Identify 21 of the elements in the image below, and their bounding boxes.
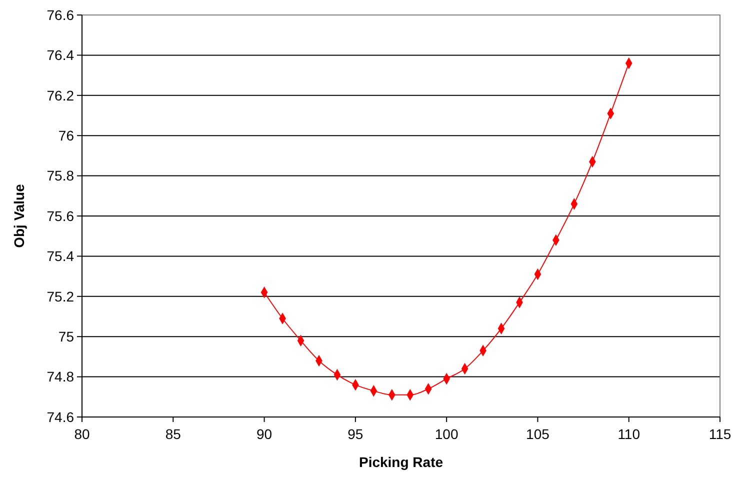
y-tick-label: 76.6 xyxy=(46,6,74,23)
x-tick-label: 90 xyxy=(256,426,272,442)
y-tick-label: 75.4 xyxy=(46,248,74,264)
x-tick-label: 110 xyxy=(618,426,640,442)
x-tick-label: 100 xyxy=(434,426,458,442)
x-tick-label: 95 xyxy=(348,426,364,442)
y-tick-label: 75 xyxy=(58,328,74,344)
x-tick-label: 80 xyxy=(74,426,90,442)
x-tick-label: 105 xyxy=(526,426,550,442)
y-tick-label: 75.8 xyxy=(46,168,74,184)
x-axis-title: Picking Rate xyxy=(358,454,444,470)
y-tick-label: 76.4 xyxy=(46,47,74,64)
y-axis-title: Obj Value xyxy=(11,184,27,248)
y-tick-label: 76.2 xyxy=(46,87,74,104)
y-tick-label: 75.2 xyxy=(46,288,74,304)
y-tick-label: 76 xyxy=(58,128,74,144)
y-tick-label: 74.6 xyxy=(46,408,74,425)
y-tick-label: 74.8 xyxy=(46,368,74,385)
x-tick-label: 85 xyxy=(165,426,182,442)
y-tick-label: 75.6 xyxy=(46,208,74,224)
x-tick-label: 115 xyxy=(708,426,732,442)
